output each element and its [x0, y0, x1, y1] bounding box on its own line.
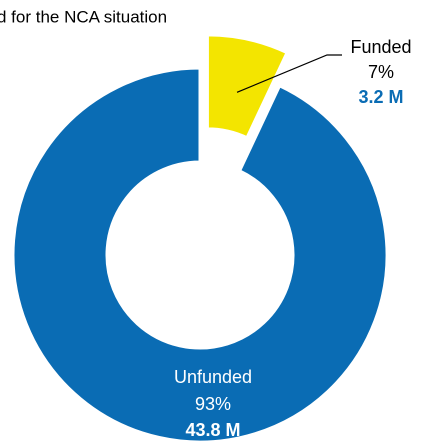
slice [205, 33, 290, 140]
slice-label: Unfunded [174, 367, 252, 387]
slice [11, 66, 389, 444]
slice-label: Funded [350, 37, 411, 57]
leader-line [236, 54, 342, 93]
chart-title: d for the NCA situation [0, 7, 167, 26]
value-label: 93% [195, 394, 231, 414]
amount-label: 43.8 M [185, 420, 240, 440]
amount-label: 3.2 M [358, 87, 403, 107]
value-label: 7% [368, 62, 394, 82]
